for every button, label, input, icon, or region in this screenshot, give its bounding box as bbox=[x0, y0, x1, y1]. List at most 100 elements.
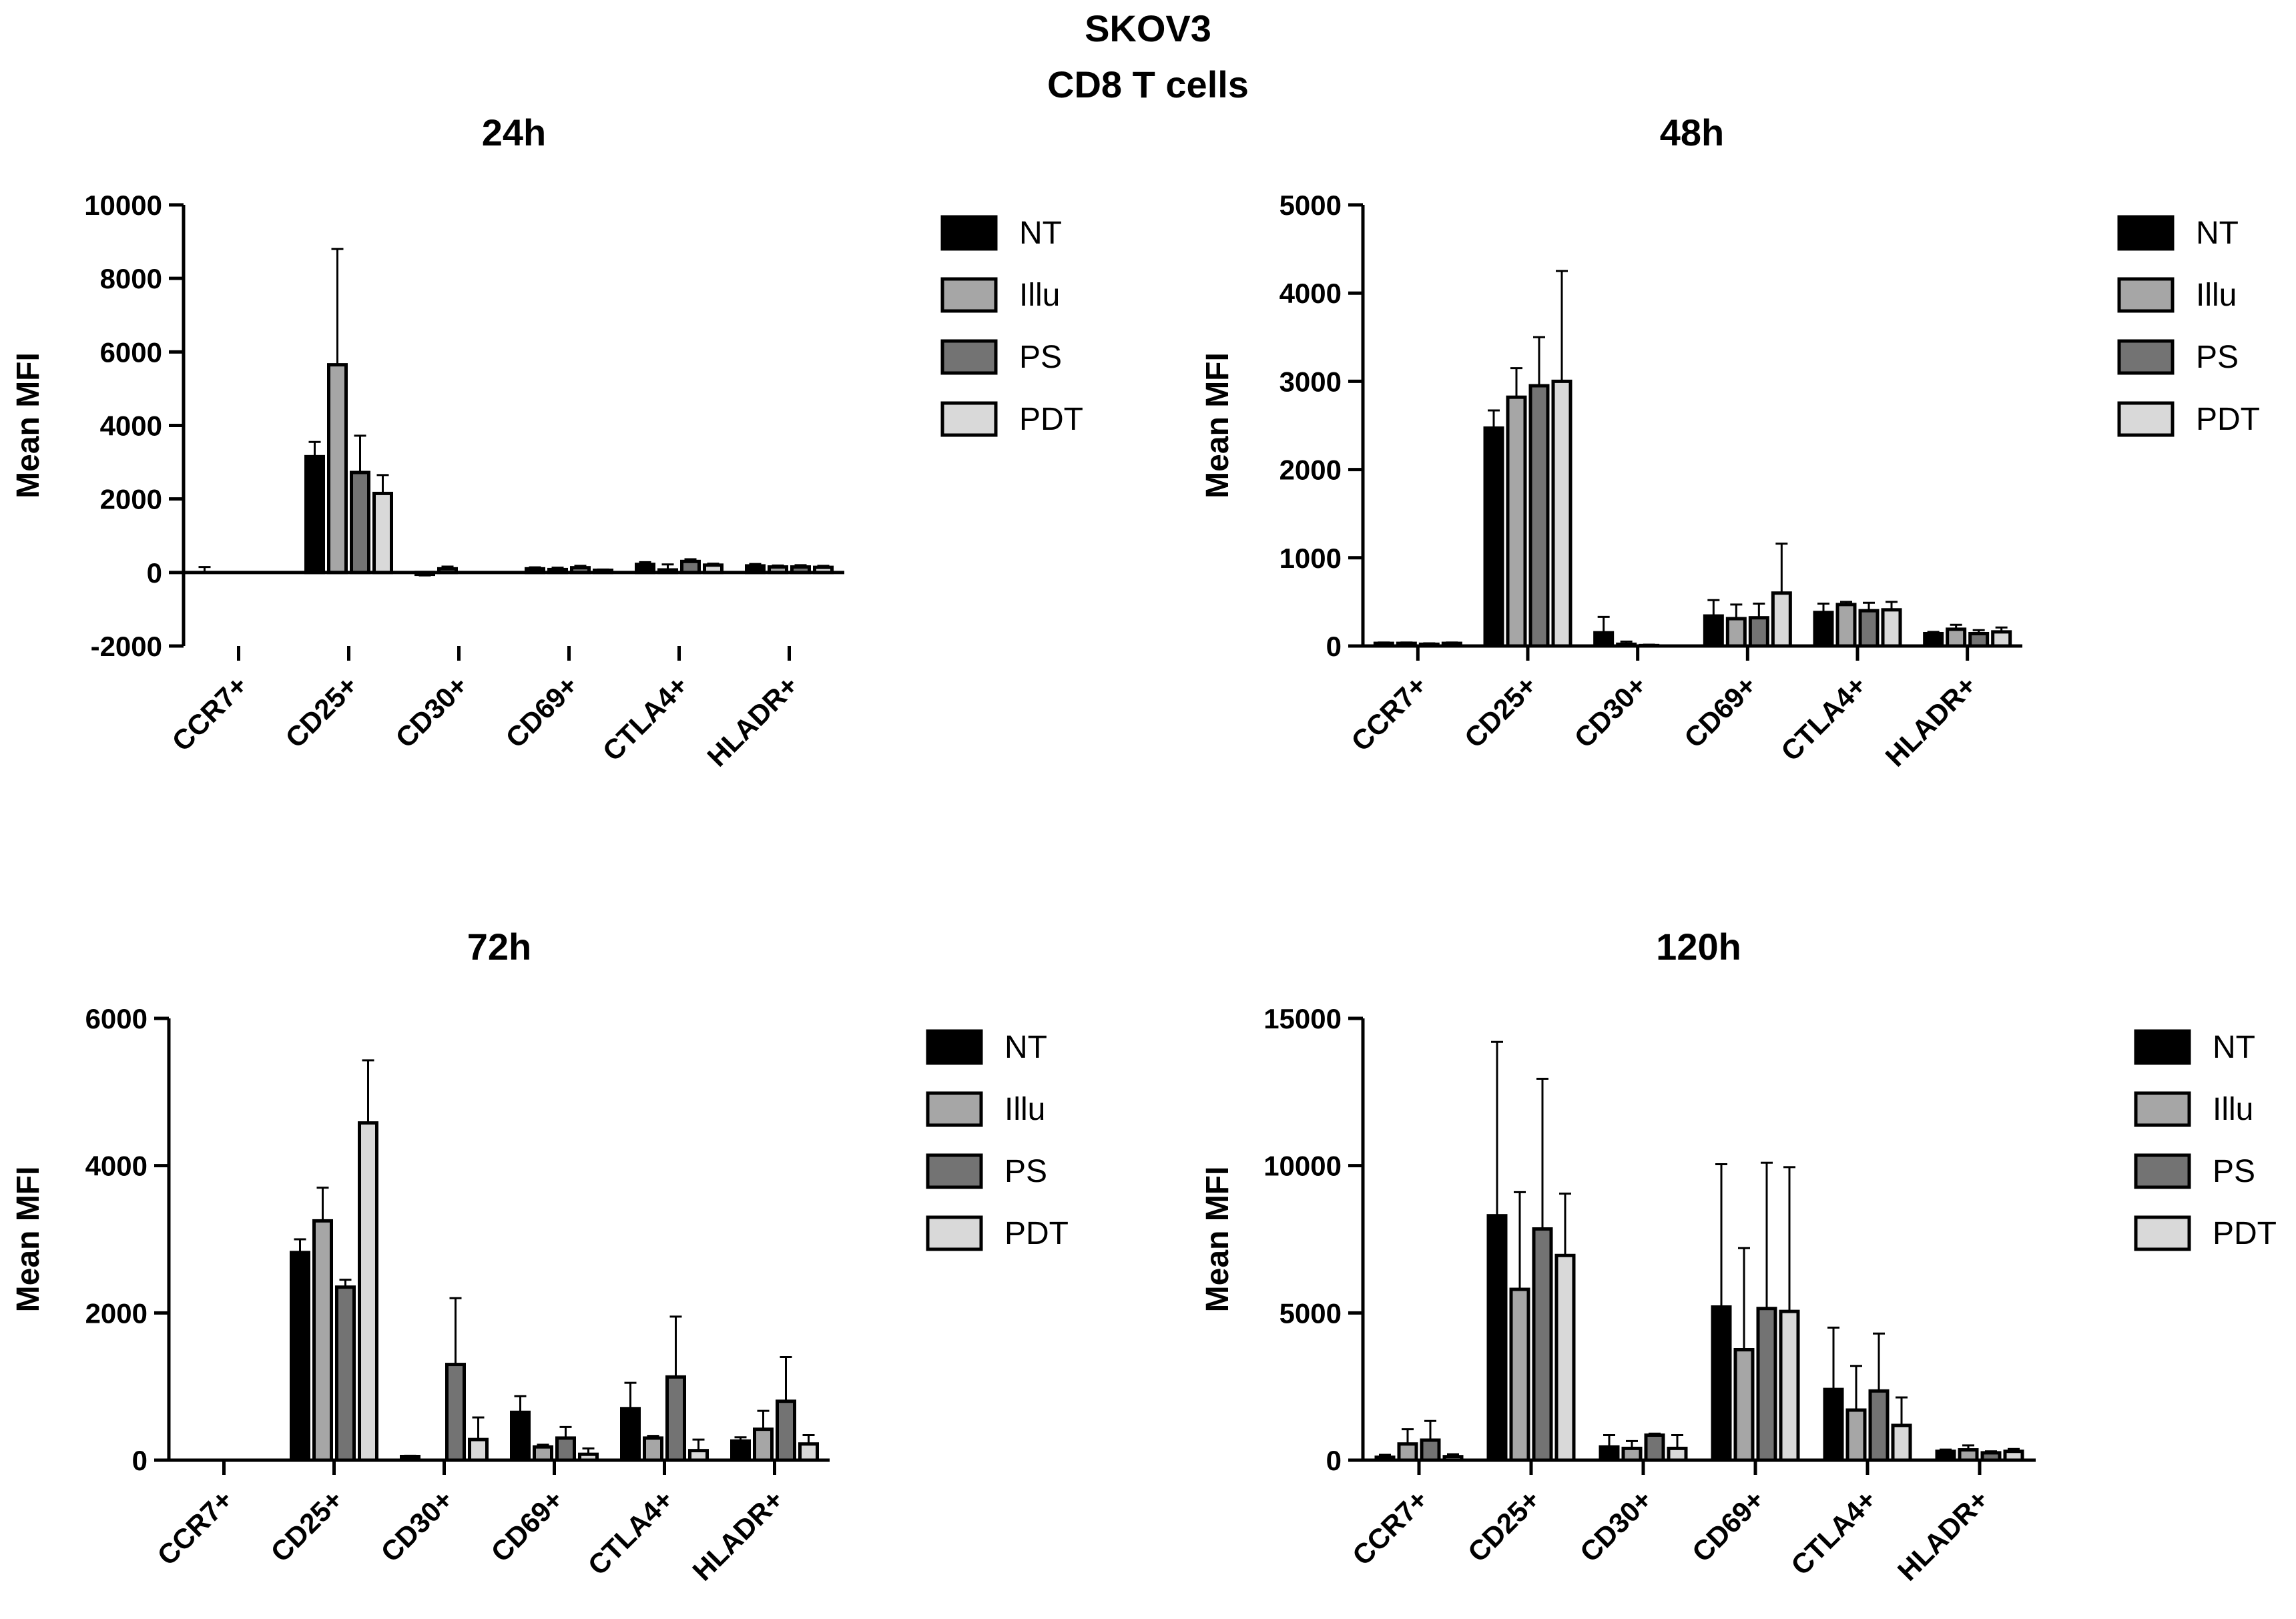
y-tick-label: 4000 bbox=[100, 410, 162, 442]
y-tick-label: 3000 bbox=[1279, 366, 1342, 397]
bar-Illu-CD25+ bbox=[1509, 1287, 1530, 1462]
bar-NT-CD69+ bbox=[525, 567, 545, 575]
chart-title: 24h bbox=[482, 111, 547, 153]
legend-label-NT: NT bbox=[2196, 216, 2239, 251]
legend-swatch-NT bbox=[2117, 215, 2175, 251]
bar-NT-CD25+ bbox=[304, 454, 325, 575]
chart-title: 72h bbox=[467, 926, 532, 968]
y-tick-label: 5000 bbox=[1279, 190, 1342, 221]
bar-PS-CTLA4+ bbox=[665, 1375, 686, 1462]
x-tick-label: CCR7+ bbox=[151, 1484, 238, 1571]
y-axis-label: Mean MFI bbox=[1200, 352, 1235, 499]
bar-NT-CD25+ bbox=[290, 1251, 310, 1462]
bar-NT-HLADR+ bbox=[730, 1439, 751, 1462]
legend-swatch-PDT bbox=[2117, 401, 2175, 437]
bar-NT-HLADR+ bbox=[1935, 1449, 1956, 1462]
bar-PDT-CTLA4+ bbox=[1891, 1423, 1912, 1462]
y-tick-label: 5000 bbox=[1279, 1297, 1342, 1329]
bar-PDT-CD69+ bbox=[1771, 591, 1792, 648]
bar-NT-CD69+ bbox=[1703, 614, 1724, 648]
bar-PS-CD25+ bbox=[1528, 384, 1550, 648]
x-tick-label: CD25+ bbox=[279, 669, 364, 754]
bar-NT-CTLA4+ bbox=[1823, 1387, 1844, 1462]
legend-swatch-PS bbox=[2117, 339, 2175, 375]
x-tick-label: CCR7+ bbox=[1345, 669, 1432, 757]
bar-PS-HLADR+ bbox=[776, 1399, 796, 1462]
bar-PDT-HLADR+ bbox=[813, 565, 834, 575]
x-tick-label: CD30+ bbox=[374, 1484, 459, 1568]
x-tick-label: CD69+ bbox=[485, 1484, 569, 1568]
legend-swatch-NT bbox=[2134, 1029, 2191, 1065]
x-tick-label: CCR7+ bbox=[166, 669, 253, 757]
bar-NT-CCR7+ bbox=[1374, 1455, 1396, 1462]
bar-PS-CD69+ bbox=[1748, 616, 1769, 648]
y-tick-label: 10000 bbox=[1263, 1151, 1342, 1182]
y-tick-label: 0 bbox=[1326, 631, 1342, 662]
x-tick-label: CD69+ bbox=[499, 669, 584, 754]
legend-swatch-Illu bbox=[2134, 1091, 2191, 1127]
bar-Illu-CD25+ bbox=[1506, 395, 1527, 648]
legend-swatch-PS bbox=[926, 1153, 983, 1189]
legend-swatch-PS bbox=[940, 339, 998, 375]
bar-PDT-CD69+ bbox=[1779, 1309, 1800, 1462]
bar-NT-CCR7+ bbox=[1373, 641, 1394, 648]
bar-PS-CTLA4+ bbox=[1868, 1389, 1890, 1462]
bar-Illu-CTLA4+ bbox=[1835, 603, 1857, 648]
y-tick-label: 8000 bbox=[100, 263, 162, 294]
legend-label-PDT: PDT bbox=[2213, 1216, 2277, 1251]
bar-PDT-CD25+ bbox=[1551, 379, 1572, 648]
y-tick-label: 0 bbox=[147, 557, 162, 589]
bar-Illu-CCR7+ bbox=[1397, 1442, 1418, 1462]
bar-PS-CD25+ bbox=[1532, 1227, 1553, 1462]
legend-label-Illu: Illu bbox=[2196, 278, 2237, 313]
x-tick-label: CD69+ bbox=[1686, 1484, 1771, 1568]
y-tick-label: 4000 bbox=[85, 1151, 148, 1182]
bar-Illu-CD69+ bbox=[1725, 617, 1747, 648]
chart-panel-24h: 24h Mean MFI -2000 0 2000 4000 6000 8000 10000 CC… bbox=[11, 111, 1083, 773]
bar-Illu-HLADR+ bbox=[1958, 1448, 1979, 1462]
bar-Illu-HLADR+ bbox=[753, 1427, 774, 1462]
legend-label-NT: NT bbox=[1019, 216, 1062, 251]
legend-label-PDT: PDT bbox=[1005, 1216, 1069, 1251]
legend-swatch-NT bbox=[926, 1029, 983, 1065]
bar-PDT-CD25+ bbox=[1554, 1253, 1576, 1462]
legend-label-Illu: Illu bbox=[1005, 1092, 1045, 1127]
bar-NT-CD25+ bbox=[1483, 426, 1504, 648]
x-tick-label: HLADR+ bbox=[686, 1484, 790, 1587]
y-tick-label: -2000 bbox=[91, 631, 162, 662]
x-tick-label: HLADR+ bbox=[701, 669, 804, 773]
legend-label-PS: PS bbox=[2213, 1154, 2255, 1189]
bar-PS-CCR7+ bbox=[1418, 642, 1440, 648]
x-tick-label: CD30+ bbox=[389, 669, 474, 754]
x-tick-label: HLADR+ bbox=[1892, 1484, 1995, 1587]
bar-PS-CD30+ bbox=[445, 1363, 466, 1462]
bar-Illu-CCR7+ bbox=[1396, 641, 1417, 648]
y-axis-label: Mean MFI bbox=[11, 1167, 46, 1313]
bar-PDT-CTLA4+ bbox=[703, 563, 724, 575]
legend-swatch-Illu bbox=[2117, 277, 2175, 313]
bar-Illu-CTLA4+ bbox=[657, 568, 678, 575]
legend-label-PS: PS bbox=[1005, 1154, 1047, 1189]
x-tick-label: CD69+ bbox=[1678, 669, 1763, 754]
bar-PDT-CD69+ bbox=[593, 569, 613, 575]
bar-Illu-CD25+ bbox=[312, 1219, 333, 1462]
figure-title-line2: CD8 T cells bbox=[1047, 63, 1249, 105]
x-tick-label: CD30+ bbox=[1568, 669, 1653, 754]
bar-Illu-CD30+ bbox=[1616, 642, 1637, 648]
bar-PDT-CCR7+ bbox=[1442, 1455, 1464, 1462]
figure-title-line1: SKOV3 bbox=[1085, 7, 1211, 49]
x-tick-label: CCR7+ bbox=[1346, 1484, 1434, 1571]
bar-PS-CD69+ bbox=[555, 1436, 576, 1462]
bar-Illu-HLADR+ bbox=[1946, 627, 1967, 648]
legend-label-PDT: PDT bbox=[1019, 402, 1083, 437]
bar-NT-CD30+ bbox=[414, 571, 435, 577]
bar-PS-CD30+ bbox=[1644, 1433, 1665, 1462]
bar-Illu-CD69+ bbox=[547, 567, 568, 575]
legend-label-PS: PS bbox=[2196, 340, 2239, 375]
bar-Illu-CTLA4+ bbox=[643, 1436, 663, 1462]
bar-PDT-CTLA4+ bbox=[1881, 608, 1902, 648]
legend-swatch-Illu bbox=[926, 1091, 983, 1127]
legend-label-PDT: PDT bbox=[2196, 402, 2260, 437]
